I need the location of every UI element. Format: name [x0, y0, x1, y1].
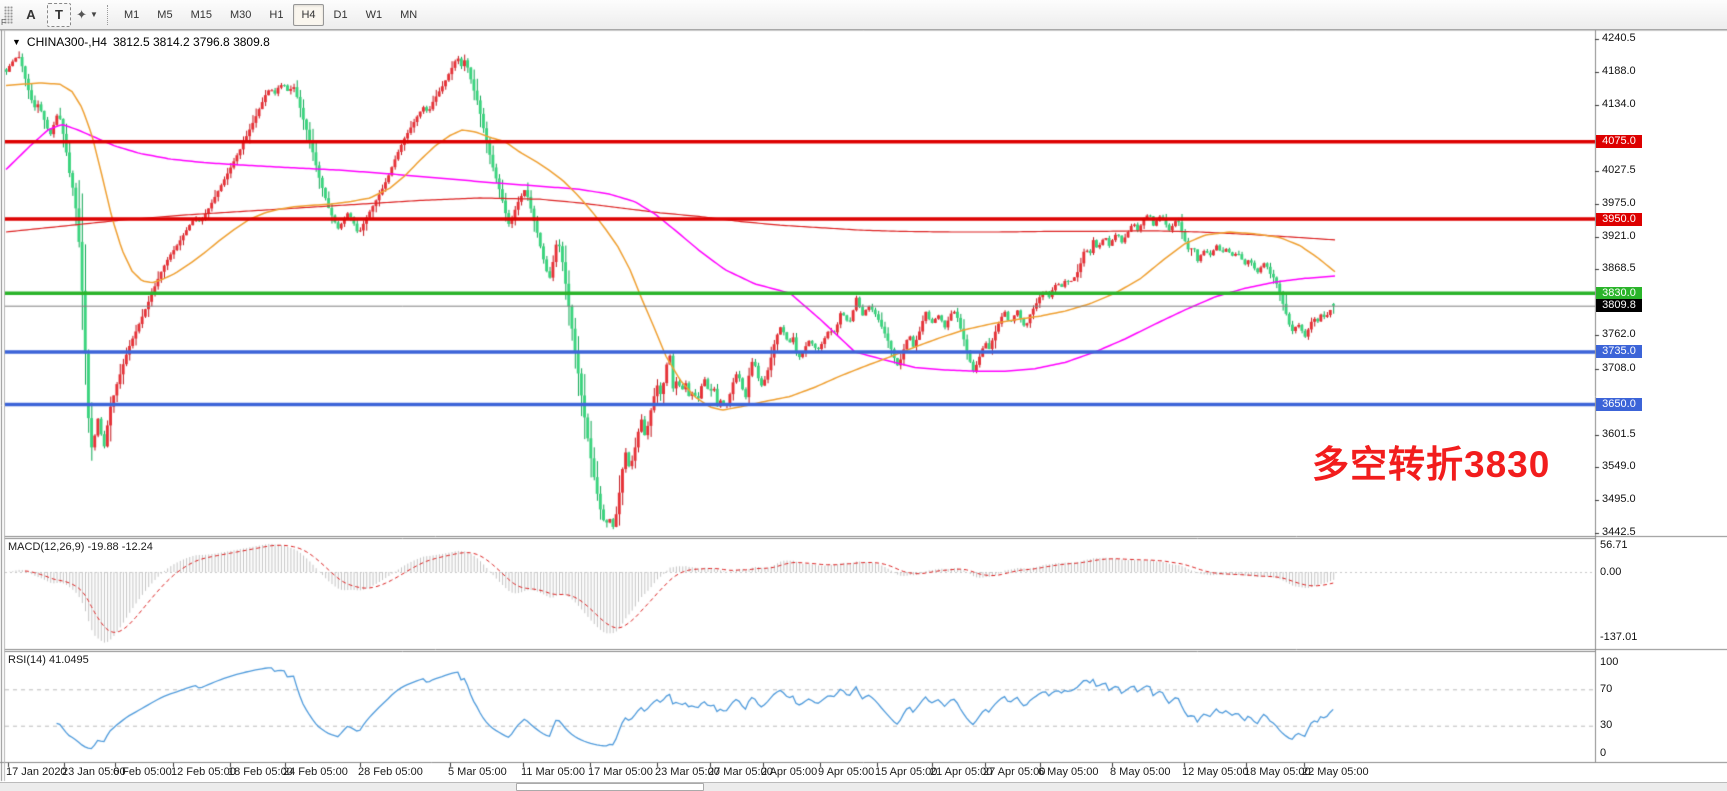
timeframe-button-mn[interactable]: MN — [392, 4, 425, 26]
timeframe-button-m5[interactable]: M5 — [149, 4, 180, 26]
font-label-icon[interactable]: A — [26, 7, 36, 22]
timeframe-button-w1[interactable]: W1 — [358, 4, 391, 26]
timeframe-button-m15[interactable]: M15 — [183, 4, 220, 26]
toolbar: F A T ✦ ▼ M1 M5 M15 M30 H1 H4 D1 W1 MN — [0, 0, 1727, 30]
timeframe-button-h4[interactable]: H4 — [293, 3, 324, 26]
timeframe-button-m1[interactable]: M1 — [116, 4, 147, 26]
toolbar-separator — [107, 4, 109, 25]
cursor-style-icon[interactable]: ✦ ▼ — [75, 3, 99, 27]
toolbar-grip[interactable]: F — [1, 5, 13, 27]
timeframe-button-h1[interactable]: H1 — [261, 4, 291, 26]
chevron-down-icon: ▼ — [89, 10, 98, 19]
sparkle-icon: ✦ — [76, 6, 87, 22]
timeframe-button-d1[interactable]: D1 — [326, 4, 356, 26]
timeframe-button-m30[interactable]: M30 — [222, 4, 259, 26]
text-tool-icon[interactable]: T — [47, 2, 71, 27]
